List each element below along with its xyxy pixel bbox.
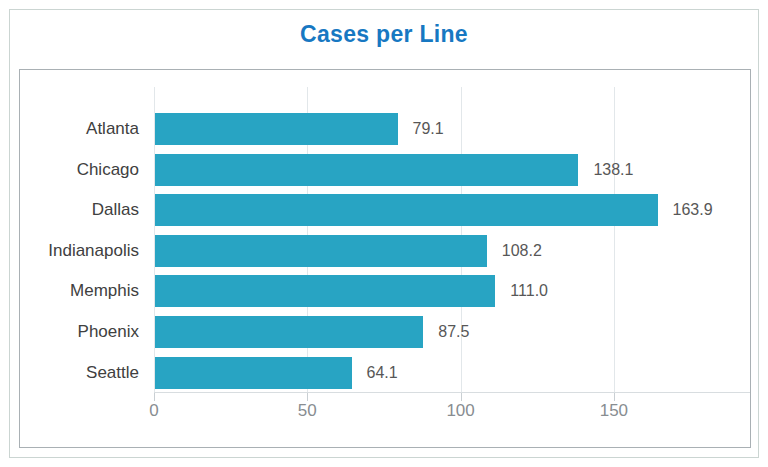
tick-label: 0 <box>119 401 189 421</box>
bar <box>155 154 578 186</box>
gridline <box>614 87 615 392</box>
outer-frame: Cases per Line 79.1 138.1 163.9 108.2 111.0 8… <box>9 9 759 458</box>
value-label: 64.1 <box>367 362 398 384</box>
tick-mark <box>461 393 462 401</box>
bar <box>155 113 398 145</box>
category-label: Dallas <box>20 199 139 221</box>
category-label: Atlanta <box>20 118 139 140</box>
tick-label: 150 <box>579 401 649 421</box>
bar <box>155 235 487 267</box>
bar <box>155 357 352 389</box>
value-label: 163.9 <box>673 199 713 221</box>
value-label: 138.1 <box>593 159 633 181</box>
tick-label: 50 <box>272 401 342 421</box>
tick-mark <box>614 393 615 401</box>
chart-title: Cases per Line <box>10 21 758 48</box>
value-label: 111.0 <box>510 280 548 302</box>
category-label: Chicago <box>20 159 139 181</box>
tick-label: 100 <box>426 401 496 421</box>
category-label: Memphis <box>20 280 139 302</box>
category-label: Indianapolis <box>20 240 139 262</box>
tick-mark <box>154 393 155 401</box>
bar <box>155 316 423 348</box>
value-label: 108.2 <box>502 240 542 262</box>
tick-mark <box>307 393 308 401</box>
chart-container: 79.1 138.1 163.9 108.2 111.0 87.5 64.1 0 50 100 1… <box>19 69 751 448</box>
category-label: Phoenix <box>20 321 139 343</box>
bar <box>155 275 495 307</box>
category-label: Seattle <box>20 362 139 384</box>
value-label: 87.5 <box>438 321 469 343</box>
value-label: 79.1 <box>413 118 444 140</box>
bar <box>155 194 658 226</box>
x-axis-line <box>154 392 750 393</box>
